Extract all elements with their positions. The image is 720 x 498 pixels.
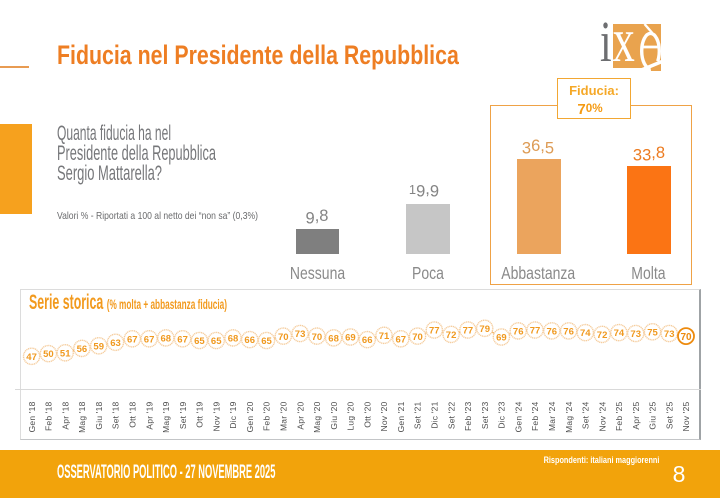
svg-text:Giu '25: Giu '25 xyxy=(648,401,658,429)
svg-text:Feb '20: Feb '20 xyxy=(262,401,272,431)
svg-text:47: 47 xyxy=(26,352,37,363)
svg-text:65: 65 xyxy=(211,336,222,347)
svg-text:Feb '24: Feb '24 xyxy=(530,401,540,431)
svg-text:68: 68 xyxy=(228,334,239,345)
svg-text:Mag '20: Mag '20 xyxy=(312,401,322,432)
svg-text:Dic '23: Dic '23 xyxy=(497,401,507,428)
svg-text:77: 77 xyxy=(463,326,474,337)
svg-text:70: 70 xyxy=(412,332,423,343)
svg-text:Giu '18: Giu '18 xyxy=(94,401,104,429)
svg-text:x: x xyxy=(613,6,635,75)
svg-text:76: 76 xyxy=(547,327,558,338)
svg-text:77: 77 xyxy=(530,326,541,337)
svg-text:Feb '25: Feb '25 xyxy=(614,401,624,431)
svg-text:Set '21: Set '21 xyxy=(413,401,423,429)
svg-text:Set '19: Set '19 xyxy=(178,401,188,429)
svg-text:65: 65 xyxy=(261,336,272,347)
svg-text:68: 68 xyxy=(328,334,339,345)
svg-text:Feb '23: Feb '23 xyxy=(463,401,473,431)
svg-text:Set '25: Set '25 xyxy=(664,401,674,429)
svg-text:Nov '20: Nov '20 xyxy=(379,401,389,431)
svg-text:Set '23: Set '23 xyxy=(480,401,490,429)
svg-text:Apr '20: Apr '20 xyxy=(295,401,305,429)
svg-text:74: 74 xyxy=(580,328,591,339)
svg-text:77: 77 xyxy=(429,326,440,337)
svg-text:67: 67 xyxy=(177,334,188,345)
svg-text:Apr '19: Apr '19 xyxy=(144,401,154,429)
svg-text:Nov '25: Nov '25 xyxy=(681,401,691,431)
svg-text:70: 70 xyxy=(680,332,692,343)
svg-text:50: 50 xyxy=(43,349,54,360)
svg-text:69: 69 xyxy=(496,333,507,344)
svg-text:Giu '20: Giu '20 xyxy=(329,401,339,429)
svg-text:Apr '18: Apr '18 xyxy=(60,401,70,429)
svg-text:Lug '20: Lug '20 xyxy=(346,401,356,430)
svg-text:Mar '20: Mar '20 xyxy=(279,401,289,431)
svg-text:59: 59 xyxy=(93,341,104,352)
svg-text:Nov '19: Nov '19 xyxy=(211,401,221,431)
svg-text:75: 75 xyxy=(647,327,658,338)
svg-text:70: 70 xyxy=(278,332,289,343)
svg-text:66: 66 xyxy=(362,335,373,346)
svg-text:Gen '20: Gen '20 xyxy=(245,401,255,432)
svg-text:Set '22: Set '22 xyxy=(446,401,456,429)
svg-text:73: 73 xyxy=(630,329,641,340)
svg-text:i: i xyxy=(600,9,612,73)
svg-text:Mar '24: Mar '24 xyxy=(547,401,557,431)
svg-text:Feb '18: Feb '18 xyxy=(44,401,54,431)
svg-text:Gen '21: Gen '21 xyxy=(396,401,406,432)
svg-text:Mag '24: Mag '24 xyxy=(564,401,574,432)
svg-text:67: 67 xyxy=(127,334,138,345)
svg-text:74: 74 xyxy=(614,328,625,339)
svg-text:67: 67 xyxy=(144,334,155,345)
svg-text:73: 73 xyxy=(295,329,306,340)
svg-text:73: 73 xyxy=(664,329,675,340)
svg-text:Ott '19: Ott '19 xyxy=(195,401,205,427)
svg-text:67: 67 xyxy=(396,334,407,345)
svg-text:Dic '21: Dic '21 xyxy=(430,401,440,428)
svg-text:79: 79 xyxy=(479,324,490,335)
svg-text:76: 76 xyxy=(513,327,524,338)
svg-text:Mag '18: Mag '18 xyxy=(77,401,87,432)
svg-text:63: 63 xyxy=(110,338,121,349)
svg-text:72: 72 xyxy=(597,330,608,341)
svg-text:Gen '18: Gen '18 xyxy=(27,401,37,432)
svg-text:51: 51 xyxy=(60,348,71,359)
svg-text:71: 71 xyxy=(379,331,390,342)
svg-text:Apr '25: Apr '25 xyxy=(631,401,641,429)
svg-text:72: 72 xyxy=(446,330,457,341)
svg-text:Set '18: Set '18 xyxy=(111,401,121,429)
svg-text:Ott '18: Ott '18 xyxy=(128,401,138,427)
svg-text:69: 69 xyxy=(345,333,356,344)
svg-text:70: 70 xyxy=(312,332,323,343)
svg-text:Set '24: Set '24 xyxy=(581,401,591,429)
svg-text:Ott '20: Ott '20 xyxy=(362,401,372,427)
svg-text:Mag '19: Mag '19 xyxy=(161,401,171,432)
svg-text:66: 66 xyxy=(244,335,255,346)
svg-text:Dic '19: Dic '19 xyxy=(228,401,238,428)
svg-text:Gen '24: Gen '24 xyxy=(513,401,523,432)
svg-text:Nov '24: Nov '24 xyxy=(597,401,607,431)
svg-text:65: 65 xyxy=(194,336,205,347)
svg-text:76: 76 xyxy=(563,327,574,338)
svg-text:56: 56 xyxy=(77,344,88,355)
svg-text:68: 68 xyxy=(161,334,172,345)
